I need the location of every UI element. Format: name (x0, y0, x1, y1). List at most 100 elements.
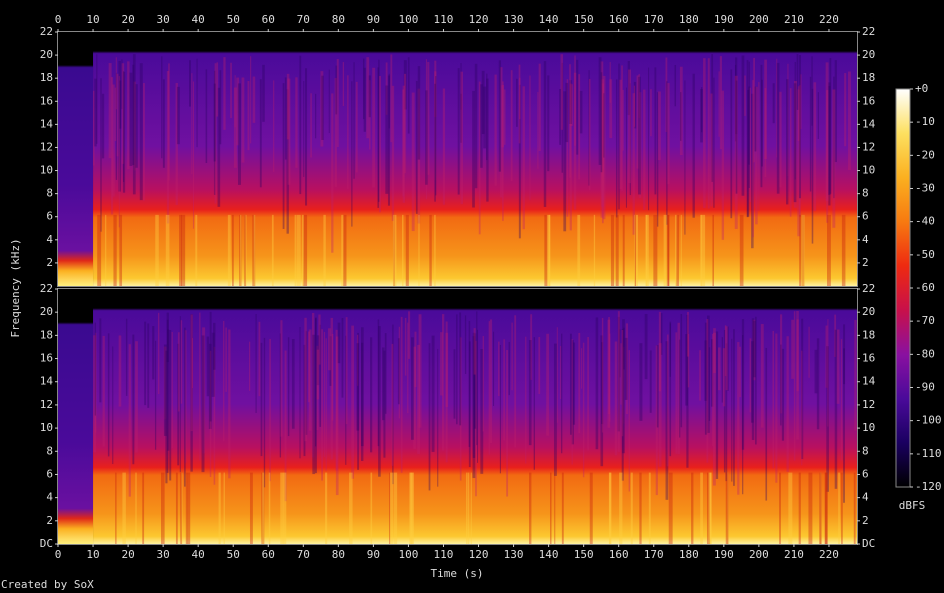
texture (503, 339, 505, 441)
texture (741, 55, 745, 196)
texture (336, 58, 339, 148)
colorbar-tick-label: +0 (915, 82, 928, 95)
texture (405, 214, 409, 286)
texture (569, 83, 572, 231)
texture (633, 81, 637, 129)
texture (445, 321, 448, 463)
texture (734, 64, 737, 142)
y-tick-label: DC (862, 537, 875, 550)
texture (511, 322, 513, 391)
texture (213, 83, 216, 162)
texture (169, 330, 172, 481)
texture (776, 58, 778, 158)
texture (853, 472, 856, 544)
texture (392, 214, 397, 286)
texture (622, 319, 625, 454)
texture (843, 324, 846, 385)
texture (118, 60, 121, 192)
y-tick-label: 22 (40, 25, 53, 38)
texture (125, 318, 128, 396)
texture (601, 318, 604, 433)
texture (244, 214, 247, 286)
texture (730, 69, 733, 219)
texture (667, 214, 670, 286)
texture (617, 311, 620, 452)
texture (579, 90, 583, 134)
x-tick-label: 30 (157, 548, 170, 561)
texture (827, 82, 831, 195)
texture (99, 318, 102, 403)
x-tick-label: 80 (332, 548, 345, 561)
texture (500, 67, 503, 198)
texture (391, 343, 394, 466)
texture (825, 62, 829, 202)
texture (692, 73, 695, 218)
texture (118, 335, 122, 407)
texture (323, 214, 326, 286)
texture (686, 314, 689, 468)
texture (457, 68, 460, 195)
texture (813, 82, 817, 212)
texture (744, 75, 746, 116)
texture (655, 345, 658, 496)
texture (712, 214, 714, 286)
texture (506, 349, 509, 497)
texture (610, 214, 615, 286)
texture (286, 89, 289, 234)
texture (588, 70, 590, 186)
texture (577, 214, 581, 286)
texture (202, 327, 206, 454)
texture (708, 472, 712, 544)
texture (284, 350, 287, 502)
texture (504, 89, 506, 145)
texture (801, 318, 804, 460)
texture (370, 337, 373, 453)
texture (389, 472, 391, 544)
texture (328, 69, 330, 134)
texture (607, 319, 611, 428)
texture (379, 75, 382, 213)
texture (587, 337, 589, 451)
texture (639, 343, 643, 421)
x-tick-label: 50 (227, 548, 240, 561)
x-tick-label: 150 (574, 548, 594, 561)
y-tick-label: 16 (40, 352, 53, 365)
x-tick-label: 70 (297, 548, 310, 561)
texture (836, 329, 840, 404)
texture (411, 92, 415, 232)
texture (155, 214, 159, 286)
texture (589, 472, 593, 544)
texture (402, 214, 404, 286)
texture (751, 93, 754, 249)
texture (760, 324, 764, 428)
texture (381, 347, 385, 421)
texture (408, 311, 411, 359)
texture (474, 63, 478, 189)
texture (205, 69, 208, 163)
texture (252, 76, 256, 123)
texture (107, 333, 110, 457)
texture (143, 83, 145, 201)
texture (669, 323, 671, 377)
x-tick-label: 40 (192, 13, 205, 26)
texture (361, 342, 364, 461)
texture (473, 333, 477, 429)
texture (753, 57, 756, 163)
x-tick-label: 140 (539, 13, 559, 26)
colorbar-tick-label: -50 (915, 248, 935, 261)
texture (232, 214, 234, 286)
texture (250, 56, 252, 144)
colorbar-label: dBFS (899, 499, 926, 512)
texture (826, 346, 829, 492)
texture (796, 54, 799, 110)
texture (181, 472, 183, 544)
texture (370, 472, 373, 544)
texture (460, 63, 462, 110)
texture (601, 83, 604, 224)
colorbar-tick-label: -80 (915, 347, 935, 360)
texture (844, 73, 847, 147)
texture (280, 472, 284, 544)
texture (569, 64, 571, 178)
y-tick-label: 4 (862, 491, 869, 504)
